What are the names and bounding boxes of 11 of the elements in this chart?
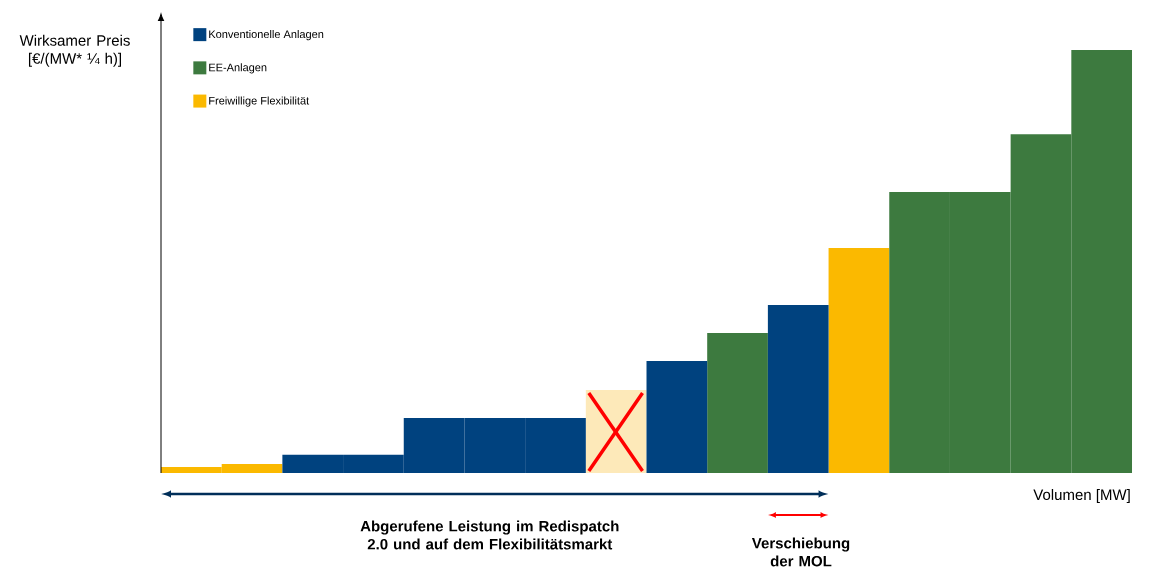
bar [767,305,829,473]
text: Verschiebung der MOL [751,537,850,567]
bar [828,247,890,473]
bar [646,360,708,473]
text: Abgerufene Leistung im Redispatch 2.0 und auf dem Flexibilitätsmarkt [360,520,619,550]
legend-label: Konventionelle Anlagen [209,30,324,41]
legend-label: EE-Anlagen [209,63,267,74]
legend-label: Freiwillige Flexibilität [209,96,310,107]
y-axis-title: Wirksamer Preis [€/(MW* ¼ h)] [19,34,130,67]
bar [707,332,768,473]
x-axis-title: Volumen [MW] [1033,489,1130,503]
